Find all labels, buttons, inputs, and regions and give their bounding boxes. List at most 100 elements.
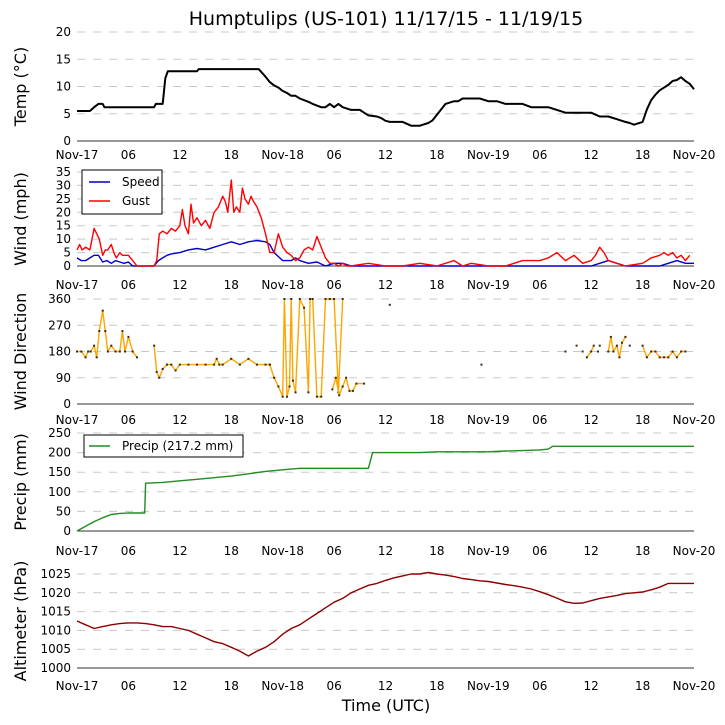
data-point	[480, 363, 483, 366]
y-axis-title: Temp (°C)	[11, 47, 30, 127]
x-tick-label: 06	[121, 278, 136, 292]
chart-title: Humptulips (US-101) 11/17/15 - 11/19/15	[189, 8, 584, 30]
data-point	[89, 350, 92, 353]
data-point	[165, 363, 168, 366]
x-tick-label: Nov-19	[467, 679, 510, 693]
y-tick-label: 15	[56, 52, 71, 66]
data-point	[671, 350, 674, 353]
y-tick-label: 250	[48, 426, 71, 440]
data-point	[93, 344, 96, 347]
data-point	[255, 363, 258, 366]
x-tick-label: 06	[326, 148, 341, 162]
legend-box	[81, 169, 163, 215]
data-point	[341, 298, 344, 300]
y-tick-label: 180	[48, 345, 71, 359]
x-tick-label: 12	[172, 148, 187, 162]
y-tick-label: 90	[56, 371, 71, 385]
data-point	[294, 391, 297, 394]
x-tick-label: 06	[326, 278, 341, 292]
x-tick-label: 12	[172, 413, 187, 427]
series-line-direction	[269, 298, 344, 398]
x-tick-label: 18	[224, 413, 239, 427]
x-tick-label: 18	[635, 679, 650, 693]
x-tick-label: Nov-17	[56, 413, 99, 427]
data-point	[645, 356, 648, 359]
data-point	[104, 330, 107, 333]
data-point	[363, 382, 366, 385]
data-point	[158, 376, 161, 379]
x-tick-label: 06	[532, 148, 547, 162]
y-tick-label: 0	[63, 397, 71, 411]
y-tick-label: 270	[48, 318, 71, 332]
x-tick-label: 06	[532, 679, 547, 693]
data-point	[590, 350, 593, 353]
data-point	[624, 335, 627, 338]
data-point	[268, 363, 271, 366]
x-tick-label: Nov-18	[261, 413, 304, 427]
y-tick-label: 35	[56, 165, 71, 179]
data-point	[110, 344, 113, 347]
data-point	[592, 344, 595, 347]
x-tick-label: 06	[121, 148, 136, 162]
data-point	[98, 330, 101, 333]
data-point	[311, 298, 314, 300]
data-point	[127, 335, 130, 338]
data-point	[675, 356, 678, 359]
x-tick-label: 12	[378, 413, 393, 427]
data-point	[155, 370, 158, 373]
x-tick-label: 18	[224, 278, 239, 292]
series-line-temp	[77, 68, 695, 127]
x-tick-label: 06	[121, 544, 136, 558]
panel-wind_direction: 0 90 180 270 360 Nov-17 06 12 18 Nov-18 06 12 18 Nov-…	[11, 292, 715, 427]
data-point	[291, 379, 294, 382]
y-tick-label: 5	[63, 107, 71, 121]
data-point	[87, 350, 90, 353]
y-tick-label: 5	[63, 246, 71, 260]
x-tick-label: 06	[532, 413, 547, 427]
x-tick-label: 18	[224, 148, 239, 162]
x-tick-label: Nov-19	[467, 278, 510, 292]
x-tick-label: 12	[584, 679, 599, 693]
x-tick-label: Nov-17	[56, 544, 99, 558]
data-point	[153, 344, 156, 347]
x-tick-label: 12	[584, 278, 599, 292]
x-tick-label: 06	[326, 544, 341, 558]
data-point	[324, 298, 327, 300]
data-point	[277, 385, 280, 388]
x-tick-label: 06	[326, 413, 341, 427]
data-point	[290, 298, 293, 300]
data-point	[303, 306, 306, 309]
x-tick-label: Nov-20	[673, 148, 716, 162]
data-point	[621, 341, 624, 344]
data-point	[598, 344, 601, 347]
data-point	[187, 363, 190, 366]
x-tick-label: Nov-20	[673, 278, 716, 292]
x-tick-label: Nov-19	[467, 544, 510, 558]
data-point	[247, 357, 250, 360]
x-tick-label: Nov-17	[56, 278, 99, 292]
x-tick-label: 06	[532, 544, 547, 558]
data-point	[221, 363, 224, 366]
data-point	[355, 382, 358, 385]
data-point	[238, 363, 241, 366]
x-tick-label: 18	[224, 544, 239, 558]
x-tick-label: 06	[326, 679, 341, 693]
data-point	[273, 376, 276, 379]
y-tick-label: 1005	[40, 642, 71, 656]
data-point	[101, 309, 104, 312]
data-point	[338, 394, 341, 397]
data-point	[80, 350, 83, 353]
legend: Precip (217.2 mm)	[83, 434, 244, 458]
y-tick-label: 30	[56, 178, 71, 192]
data-point	[650, 350, 653, 353]
series-line-precip-217-2-mm-	[76, 445, 694, 532]
data-point	[581, 350, 584, 353]
data-point	[174, 369, 177, 372]
legend-label: Speed	[122, 175, 160, 189]
data-point	[320, 395, 323, 398]
y-tick-label: 15	[56, 219, 71, 233]
data-point	[628, 344, 631, 347]
